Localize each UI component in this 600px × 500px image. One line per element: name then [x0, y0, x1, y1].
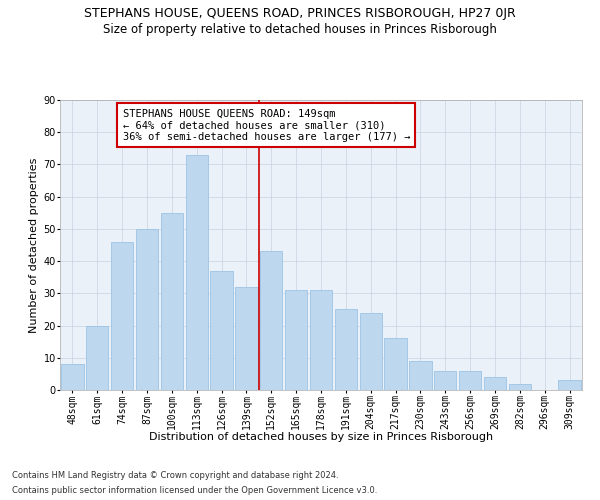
Bar — [136, 229, 158, 390]
Text: STEPHANS HOUSE, QUEENS ROAD, PRINCES RISBOROUGH, HP27 0JR: STEPHANS HOUSE, QUEENS ROAD, PRINCES RIS… — [84, 8, 516, 20]
Bar — [335, 310, 357, 390]
Text: STEPHANS HOUSE QUEENS ROAD: 149sqm
← 64% of detached houses are smaller (310)
36: STEPHANS HOUSE QUEENS ROAD: 149sqm ← 64%… — [122, 108, 410, 142]
Bar — [185, 155, 208, 390]
Bar — [211, 271, 233, 390]
Bar — [434, 370, 457, 390]
Y-axis label: Number of detached properties: Number of detached properties — [29, 158, 39, 332]
Text: Contains HM Land Registry data © Crown copyright and database right 2024.: Contains HM Land Registry data © Crown c… — [12, 471, 338, 480]
Bar — [260, 252, 283, 390]
Bar — [161, 213, 183, 390]
Bar — [285, 290, 307, 390]
Bar — [509, 384, 531, 390]
Text: Distribution of detached houses by size in Princes Risborough: Distribution of detached houses by size … — [149, 432, 493, 442]
Text: Contains public sector information licensed under the Open Government Licence v3: Contains public sector information licen… — [12, 486, 377, 495]
Bar — [459, 370, 481, 390]
Text: Size of property relative to detached houses in Princes Risborough: Size of property relative to detached ho… — [103, 22, 497, 36]
Bar — [484, 377, 506, 390]
Bar — [61, 364, 83, 390]
Bar — [235, 287, 257, 390]
Bar — [359, 312, 382, 390]
Bar — [385, 338, 407, 390]
Bar — [559, 380, 581, 390]
Bar — [310, 290, 332, 390]
Bar — [86, 326, 109, 390]
Bar — [111, 242, 133, 390]
Bar — [409, 361, 431, 390]
